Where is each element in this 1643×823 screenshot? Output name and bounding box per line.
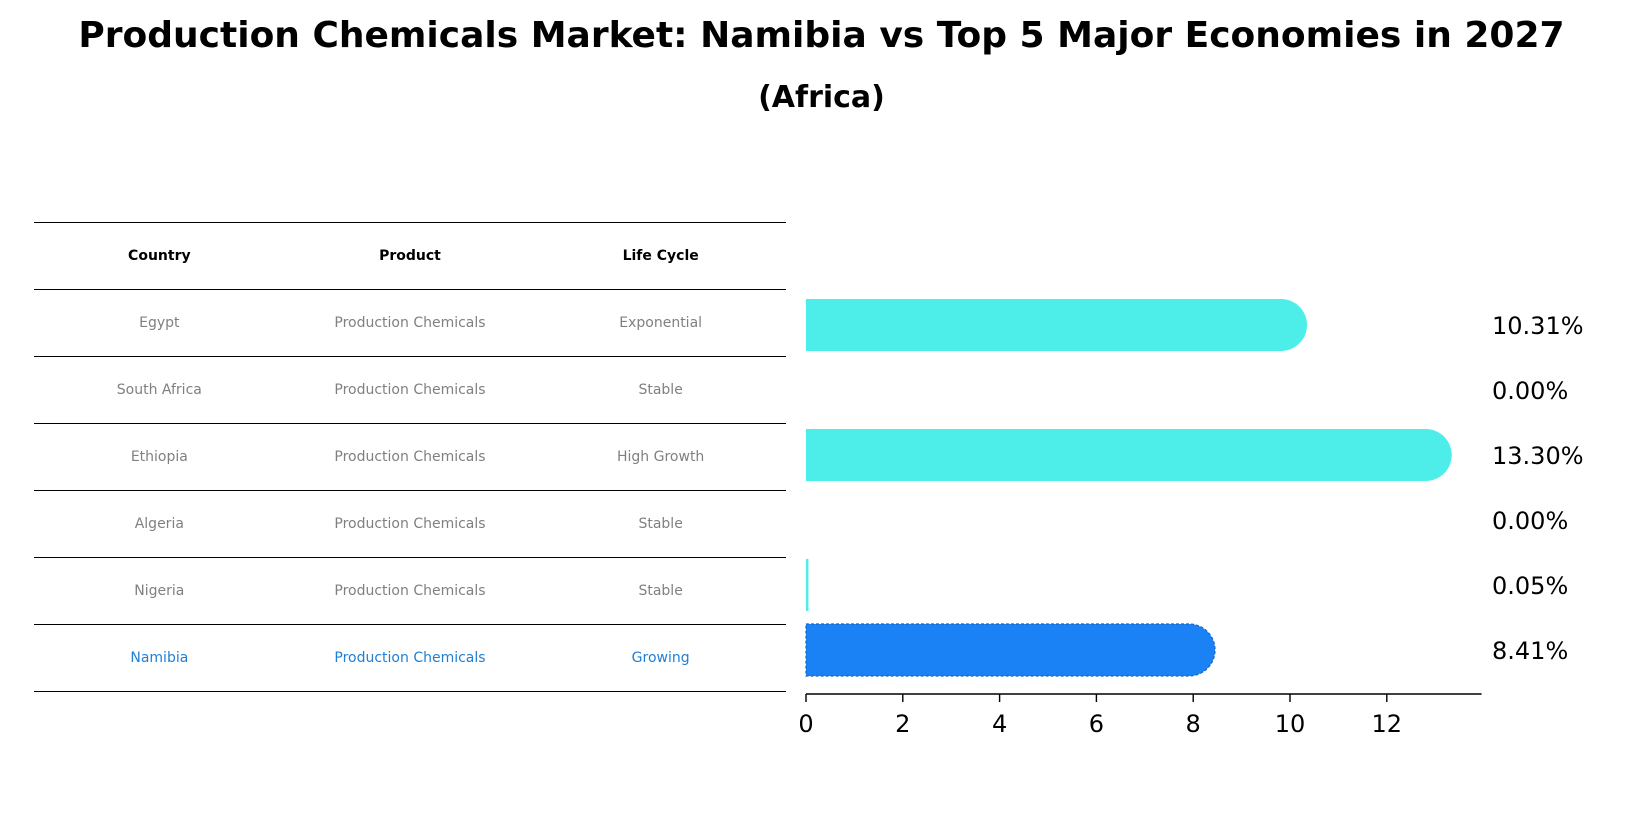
- header-product: Product: [284, 222, 536, 290]
- cell-life-cycle: Stable: [535, 557, 786, 625]
- cell-life-cycle: Stable: [535, 356, 786, 424]
- value-label-namibia: 8.41%: [1492, 637, 1568, 665]
- cell-life-cycle: High Growth: [535, 423, 786, 491]
- chart-subtitle: (Africa): [758, 80, 885, 115]
- value-label-egypt: 10.31%: [1492, 312, 1584, 340]
- cell-life-cycle: Stable: [535, 490, 786, 558]
- bar-egypt: [806, 299, 1308, 351]
- value-label-ethiopia: 13.30%: [1492, 442, 1584, 470]
- bar-namibia: [805, 623, 1216, 677]
- x-tick-label: 8: [1186, 710, 1201, 738]
- bar-nigeria: [806, 559, 809, 611]
- x-tick-label: 4: [992, 710, 1007, 738]
- cell-product: Production Chemicals: [284, 356, 536, 424]
- cell-country: Ethiopia: [34, 423, 285, 491]
- bar-chart: 10.31% 0.00% 13.30% 0.00% 0.05% 8.41% 0 2 4 6 8 10 1…: [798, 299, 1584, 738]
- x-tick-label: 6: [1089, 710, 1104, 738]
- table-header-row: Country Product Life Cycle: [34, 222, 786, 290]
- cell-country: South Africa: [34, 356, 285, 424]
- chart-title: Production Chemicals Market: Namibia vs …: [78, 15, 1565, 56]
- x-tick-label: 12: [1372, 710, 1403, 738]
- bar-ethiopia: [806, 429, 1452, 481]
- table-row: Ethiopia Production Chemicals High Growt…: [34, 423, 786, 491]
- table-row: Egypt Production Chemicals Exponential: [34, 289, 786, 357]
- header-life-cycle: Life Cycle: [535, 222, 786, 290]
- x-tick-label: 2: [895, 710, 910, 738]
- cell-country: Egypt: [34, 289, 285, 357]
- country-table: Country Product Life Cycle Egypt Product…: [34, 222, 786, 692]
- value-label-nigeria: 0.05%: [1492, 572, 1568, 600]
- table-row: Algeria Production Chemicals Stable: [34, 490, 786, 558]
- x-tick-label: 10: [1275, 710, 1306, 738]
- table-row: Nigeria Production Chemicals Stable: [34, 557, 786, 625]
- cell-product: Production Chemicals: [284, 557, 536, 625]
- x-tick-label: 0: [798, 710, 813, 738]
- table-row-highlight: Namibia Production Chemicals Growing: [34, 624, 786, 692]
- cell-life-cycle: Exponential: [535, 289, 786, 357]
- cell-product: Production Chemicals: [284, 423, 536, 491]
- cell-country: Nigeria: [34, 557, 285, 625]
- value-label-algeria: 0.00%: [1492, 507, 1568, 535]
- cell-product: Production Chemicals: [284, 289, 536, 357]
- table-row: South Africa Production Chemicals Stable: [34, 356, 786, 424]
- value-label-south-africa: 0.00%: [1492, 377, 1568, 405]
- cell-life-cycle: Growing: [535, 624, 786, 692]
- header-country: Country: [34, 222, 285, 290]
- cell-product: Production Chemicals: [284, 490, 536, 558]
- cell-country: Algeria: [34, 490, 285, 558]
- cell-country: Namibia: [34, 624, 285, 692]
- cell-product: Production Chemicals: [284, 624, 536, 692]
